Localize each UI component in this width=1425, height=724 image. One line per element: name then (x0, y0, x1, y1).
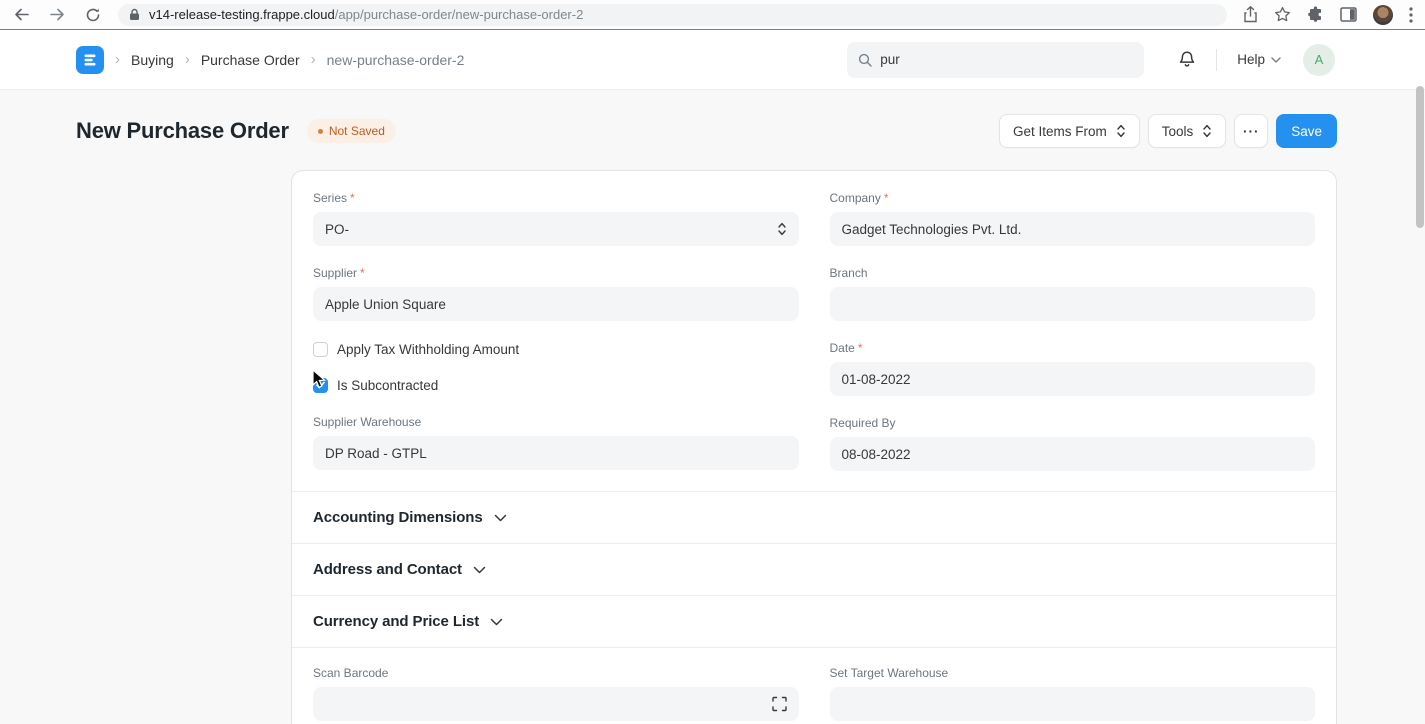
supplier-warehouse-field[interactable]: DP Road - GTPL (313, 436, 799, 470)
apply-tax-withholding-checkbox[interactable] (313, 341, 328, 357)
status-badge: Not Saved (306, 119, 396, 143)
breadcrumb-buying[interactable]: Buying (131, 51, 174, 68)
branch-label: Branch (829, 266, 868, 280)
tools-button[interactable]: Tools (1147, 114, 1227, 148)
user-avatar-letter: A (1314, 52, 1324, 67)
supplier-label: Supplier * (313, 266, 365, 280)
browser-address-bar[interactable]: v14-release-testing.frappe.cloud/app/pur… (118, 3, 1227, 26)
apply-tax-withholding-row[interactable]: Apply Tax Withholding Amount (313, 339, 799, 359)
company-label: Company * (829, 191, 889, 205)
scan-barcode-field[interactable] (313, 687, 799, 721)
series-select[interactable]: PO- (313, 212, 799, 246)
breadcrumb-current-doc: new-purchase-order-2 (326, 51, 465, 68)
notifications-bell-icon[interactable] (1178, 50, 1196, 69)
breadcrumb-separator: › (310, 51, 316, 68)
supplier-warehouse-label: Supplier Warehouse (313, 415, 422, 429)
erpnext-logo[interactable] (76, 45, 104, 74)
company-field[interactable]: Gadget Technologies Pvt. Ltd. (829, 212, 1315, 246)
set-target-warehouse-field[interactable] (829, 687, 1315, 721)
lock-icon (129, 8, 140, 21)
scan-barcode-label: Scan Barcode (313, 666, 389, 680)
set-target-warehouse-label: Set Target Warehouse (829, 666, 949, 680)
breadcrumb-separator: › (115, 51, 120, 68)
section-address-and-contact[interactable]: Address and Contact (292, 543, 1336, 595)
navbar-divider (1216, 48, 1218, 71)
share-icon[interactable] (1243, 6, 1258, 23)
browser-forward-icon[interactable] (48, 6, 66, 24)
search-icon (858, 53, 872, 67)
breadcrumb-separator: › (184, 51, 190, 68)
is-subcontracted-label: Is Subcontracted (337, 377, 439, 393)
breadcrumb-purchase-order[interactable]: Purchase Order (200, 51, 300, 68)
chevron-down-icon (490, 618, 503, 625)
page-title: New Purchase Order (76, 118, 289, 143)
more-menu-button[interactable]: ··· (1234, 114, 1269, 148)
chevron-down-icon (494, 514, 506, 521)
browser-reload-icon[interactable] (84, 6, 102, 24)
select-chevrons-icon (1203, 124, 1211, 138)
page-body: New Purchase Order Not Saved Get Items F… (0, 90, 1425, 724)
section-currency-and-price-list[interactable]: Currency and Price List (292, 595, 1336, 647)
is-subcontracted-row[interactable]: Is Subcontracted (313, 375, 799, 395)
browser-chrome: v14-release-testing.frappe.cloud/app/pur… (0, 0, 1425, 30)
global-search-input[interactable]: pur (847, 41, 1145, 78)
status-dot-icon (317, 128, 323, 134)
apply-tax-withholding-label: Apply Tax Withholding Amount (337, 341, 520, 357)
user-avatar[interactable]: A (1303, 43, 1335, 76)
required-by-label: Required By (829, 416, 896, 430)
section-accounting-dimensions[interactable]: Accounting Dimensions (292, 491, 1336, 543)
barcode-scan-icon (771, 696, 787, 712)
date-label: Date * (829, 341, 863, 355)
page-scrollbar[interactable] (1416, 86, 1424, 228)
url-path: /app/purchase-order/new-purchase-order-2 (334, 7, 584, 22)
supplier-field[interactable]: Apple Union Square (313, 287, 799, 321)
branch-field[interactable] (829, 287, 1315, 321)
app-navbar: › Buying › Purchase Order › new-purchase… (0, 30, 1425, 90)
form-card: Series * PO- Supplier * Apple Union Square… (291, 170, 1337, 724)
help-label: Help (1237, 52, 1265, 67)
global-search-value: pur (880, 52, 900, 67)
save-button[interactable]: Save (1276, 114, 1337, 148)
browser-profile-avatar[interactable] (1373, 4, 1393, 25)
help-menu[interactable]: Help (1237, 52, 1281, 67)
side-panel-icon[interactable] (1340, 7, 1357, 22)
bookmark-star-icon[interactable] (1274, 6, 1291, 23)
get-items-from-button[interactable]: Get Items From (998, 114, 1140, 148)
chevron-down-icon (473, 566, 486, 573)
browser-menu-kebab-icon[interactable] (1409, 6, 1413, 23)
series-label: Series * (313, 191, 355, 205)
checkmark-icon (316, 381, 325, 389)
date-field[interactable]: 01-08-2022 (829, 362, 1315, 396)
chevron-down-icon (1271, 56, 1281, 63)
select-chevrons-icon (1117, 124, 1125, 138)
select-chevrons-icon (777, 222, 786, 236)
extensions-puzzle-icon[interactable] (1307, 6, 1324, 23)
required-by-field[interactable]: 08-08-2022 (829, 437, 1315, 471)
is-subcontracted-checkbox[interactable] (313, 377, 328, 393)
browser-back-icon[interactable] (12, 6, 30, 24)
url-host: v14-release-testing.frappe.cloud (149, 7, 335, 22)
